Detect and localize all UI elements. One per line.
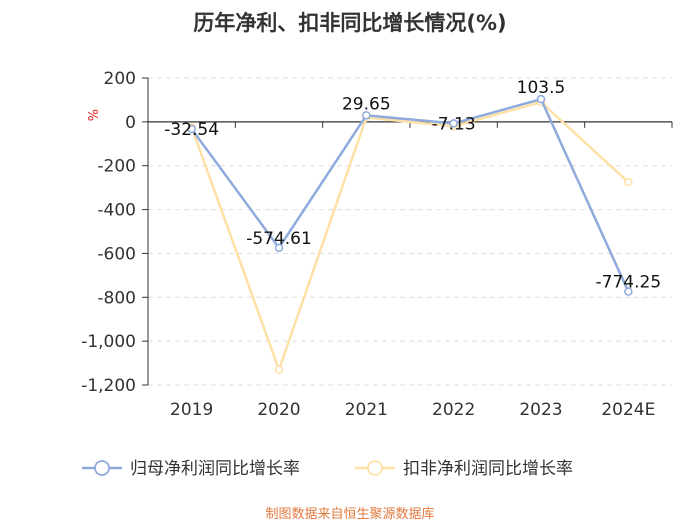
x-tick-label: 2022 bbox=[432, 400, 475, 420]
series-lines bbox=[187, 94, 633, 374]
y-axis-unit-label: % bbox=[87, 109, 102, 121]
data-point[interactable] bbox=[187, 124, 196, 134]
y-tick-label: -1,000 bbox=[81, 332, 136, 352]
data-point[interactable] bbox=[362, 111, 371, 120]
x-tick-label: 2023 bbox=[519, 400, 562, 420]
x-tick-label: 2024E bbox=[601, 400, 655, 420]
data-point[interactable] bbox=[449, 119, 458, 128]
y-tick-label: -1,200 bbox=[81, 376, 136, 396]
x-tick-label: 2020 bbox=[257, 400, 300, 420]
legend-label-1[interactable]: 归母净利润同比增长率 bbox=[130, 459, 300, 479]
axes bbox=[142, 77, 673, 386]
data-label: -774.25 bbox=[596, 273, 662, 293]
data-point[interactable] bbox=[274, 365, 284, 374]
data-label: -7.13 bbox=[432, 114, 476, 134]
legend-label-2[interactable]: 扣非净利润同比增长率 bbox=[403, 459, 573, 479]
data-label: 29.65 bbox=[342, 94, 391, 114]
data-point[interactable] bbox=[624, 287, 633, 296]
x-tick-labels: 2019 2020 2021 2022 2023 2024E bbox=[170, 400, 655, 420]
legend-marker-1 bbox=[94, 460, 110, 476]
y-tick-label: -200 bbox=[97, 157, 136, 177]
series-line-2 bbox=[190, 100, 630, 371]
data-point[interactable] bbox=[624, 177, 633, 187]
x-tick-label: 2019 bbox=[170, 400, 213, 420]
x-tick-label: 2021 bbox=[345, 400, 388, 420]
y-tick-label: -800 bbox=[97, 288, 136, 308]
chart-title: 历年净利、扣非同比增长情况(%) bbox=[193, 11, 506, 35]
data-point[interactable] bbox=[536, 94, 546, 104]
y-tick-label: -400 bbox=[97, 201, 136, 221]
data-label: -574.61 bbox=[246, 229, 312, 249]
y-tick-label: 0 bbox=[125, 113, 136, 133]
y-tick-label: -600 bbox=[97, 244, 136, 264]
data-point[interactable] bbox=[274, 243, 284, 253]
legend-marker-2 bbox=[367, 460, 383, 476]
data-label: 103.5 bbox=[517, 78, 566, 98]
series-line-1 bbox=[190, 97, 630, 293]
legend[interactable]: 归母净利润同比增长率 扣非净利润同比增长率 bbox=[82, 459, 573, 479]
grid-lines bbox=[148, 77, 672, 386]
data-labels: -32.54 -574.61 29.65 -7.13 103.5 -774.25 bbox=[164, 78, 661, 292]
data-label: -32.54 bbox=[164, 120, 219, 140]
y-tick-labels: 200 0 -200 -400 -600 -800 -1,000 -1,200 bbox=[81, 69, 136, 396]
y-tick-label: 200 bbox=[104, 69, 136, 89]
source-note: 制图数据来自恒生聚源数据库 bbox=[265, 506, 434, 522]
